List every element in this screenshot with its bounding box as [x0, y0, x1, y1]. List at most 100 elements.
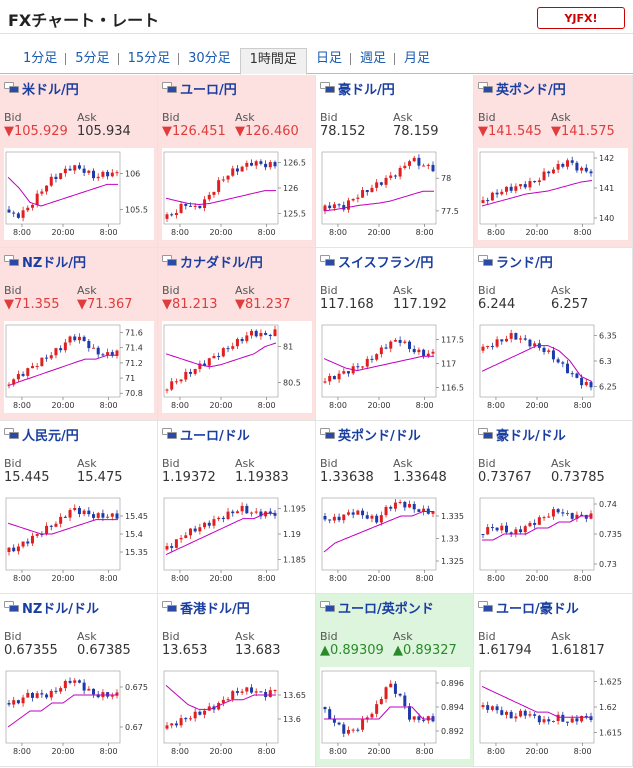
candle-body — [537, 517, 541, 525]
pair-cell[interactable]: 豪ドル/円 Bid Ask 78.152 78.159 78 77.5 8:00 20:00 8:… — [316, 75, 474, 248]
rate-chart[interactable]: 78 77.5 8:00 20:00 8:00 — [320, 148, 470, 240]
chart-background — [320, 148, 470, 240]
rate-chart[interactable]: 81 80.5 8:00 20:00 8:00 — [162, 321, 312, 413]
candle-body — [193, 528, 197, 532]
candle-body — [12, 700, 16, 705]
ask-value: ▼81.237 — [235, 297, 291, 312]
candle-body — [165, 214, 169, 219]
candle-body — [346, 371, 350, 374]
x-tick-label: 20:00 — [367, 228, 390, 237]
rate-chart[interactable]: 142 141 140 8:00 20:00 8:00 — [478, 148, 628, 240]
candle-body — [356, 729, 360, 731]
candle-body — [203, 363, 207, 366]
rate-chart[interactable]: 13.65 13.6 8:00 20:00 8:00 — [162, 667, 312, 759]
candle-body — [268, 162, 272, 168]
pair-name: 豪ドル/ドル — [496, 428, 566, 444]
rate-chart[interactable]: 117.5 117 116.5 8:00 20:00 8:00 — [320, 321, 470, 413]
bid-value: ▼81.213 — [162, 297, 218, 312]
candle-body — [49, 525, 53, 527]
tab-1min[interactable]: 1分足 — [14, 48, 67, 74]
candle-body — [21, 541, 25, 547]
pair-name-link[interactable]: 豪ドル/円 — [320, 79, 469, 98]
bid-label: Bid — [478, 457, 496, 470]
pair-name-link[interactable]: ユーロ/円 — [162, 79, 311, 98]
candle-body — [514, 186, 518, 191]
pair-cell[interactable]: ユーロ/円 Bid Ask ▼126.451 ▼126.460 126.5 126 125.5… — [158, 75, 316, 248]
rate-chart[interactable]: 0.74 0.735 0.73 8:00 20:00 8:00 — [478, 494, 628, 586]
yjfx-logo[interactable]: YJFX! — [537, 7, 625, 29]
candle-body — [500, 339, 504, 342]
tab-daily[interactable]: 日足 — [307, 48, 351, 74]
pair-cell[interactable]: スイスフラン/円 Bid Ask 117.168 117.192 117.5 117 116.… — [316, 248, 474, 421]
candle-body — [40, 357, 44, 367]
x-tick-label: 8:00 — [329, 747, 347, 756]
pair-cell[interactable]: ユーロ/英ポンド Bid Ask ▲0.89309 ▲0.89327 0.896 0.894… — [316, 594, 474, 767]
pair-name-link[interactable]: 香港ドル/円 — [162, 598, 311, 617]
bid-ask-labels: Bid Ask — [162, 457, 311, 470]
candle-body — [551, 350, 555, 360]
tab-1hour[interactable]: 1時間足 — [239, 48, 307, 75]
y-tick-label: 71.4 — [125, 344, 143, 353]
pair-name-link[interactable]: 豪ドル/ドル — [478, 425, 628, 444]
pair-name-link[interactable]: カナダドル/円 — [162, 252, 311, 271]
rate-chart[interactable]: 0.675 0.67 8:00 20:00 8:00 — [4, 667, 154, 759]
rate-chart[interactable]: 1.625 1.62 1.615 8:00 20:00 8:00 — [478, 667, 628, 759]
rate-chart[interactable]: 71.6 71.4 71.2 71 70.8 8:00 20:00 8:00 — [4, 321, 154, 413]
rate-chart[interactable]: 15.45 15.4 15.35 8:00 20:00 8:00 — [4, 494, 154, 586]
ask-label: Ask — [77, 457, 97, 470]
pair-cell[interactable]: 米ドル/円 Bid Ask ▼105.929 105.934 106 105.5 8:00 20… — [0, 75, 158, 248]
candle-body — [542, 347, 546, 352]
pair-cell[interactable]: 英ポンド/円 Bid Ask ▼141.545 ▼141.575 142 141 140 8:0… — [474, 75, 633, 248]
pair-cell[interactable]: NZドル/ドル Bid Ask 0.67355 0.67385 0.675 0.67 8:00… — [0, 594, 158, 767]
candle-body — [490, 192, 494, 201]
rate-chart[interactable]: 106 105.5 8:00 20:00 8:00 — [4, 148, 154, 240]
pair-cell[interactable]: ユーロ/豪ドル Bid Ask 1.61794 1.61817 1.625 1.62 1.61… — [474, 594, 633, 767]
pair-name-link[interactable]: 人民元/円 — [4, 425, 153, 444]
bid-ask-labels: Bid Ask — [320, 457, 469, 470]
tab-5min[interactable]: 5分足 — [66, 48, 119, 74]
ask-label: Ask — [551, 630, 571, 643]
pair-cell[interactable]: カナダドル/円 Bid Ask ▼81.213 ▼81.237 81 80.5 8:00 20:… — [158, 248, 316, 421]
candle-body — [561, 714, 565, 722]
rate-chart[interactable]: 0.896 0.894 0.892 8:00 20:00 8:00 — [320, 667, 470, 759]
candle-body — [212, 356, 216, 359]
pair-cell[interactable]: 香港ドル/円 Bid Ask 13.653 13.683 13.65 13.6 8:00 20:… — [158, 594, 316, 767]
candle-body — [63, 516, 67, 518]
pair-name-link[interactable]: ユーロ/豪ドル — [478, 598, 628, 617]
pair-cell[interactable]: ユーロ/ドル Bid Ask 1.19372 1.19383 1.195 1.19 1.185… — [158, 421, 316, 594]
tab-monthly[interactable]: 月足 — [403, 51, 430, 66]
tab-30min[interactable]: 30分足 — [188, 51, 231, 66]
pair-cell[interactable]: 豪ドル/ドル Bid Ask 0.73767 0.73785 0.74 0.735 0.73 8… — [474, 421, 633, 594]
rate-chart[interactable]: 126.5 126 125.5 8:00 20:00 8:00 — [162, 148, 312, 240]
pair-name-link[interactable]: NZドル/ドル — [4, 598, 153, 617]
candle-body — [556, 164, 560, 170]
pair-cell[interactable]: ランド/円 Bid Ask 6.244 6.257 6.35 6.3 6.25 8:00 20:0… — [474, 248, 633, 421]
pair-cell[interactable]: 英ポンド/ドル Bid Ask 1.33638 1.33648 1.335 1.33 1.32… — [316, 421, 474, 594]
candle-body — [370, 358, 374, 360]
x-tick-label: 8:00 — [416, 228, 434, 237]
candle-body — [106, 692, 110, 697]
pair-name-link[interactable]: ランド/円 — [478, 252, 628, 271]
pair-name-link[interactable]: ユーロ/英ポンド — [320, 598, 469, 617]
pair-name-link[interactable]: スイスフラン/円 — [320, 252, 469, 271]
pair-name-link[interactable]: 英ポンド/円 — [478, 79, 628, 98]
rate-chart[interactable]: 1.195 1.19 1.185 8:00 20:00 8:00 — [162, 494, 312, 586]
candle-body — [35, 193, 39, 205]
bid-ask-values: 117.168 117.192 — [320, 297, 469, 313]
rate-chart[interactable]: 1.335 1.33 1.325 8:00 20:00 8:00 — [320, 494, 470, 586]
candle-body — [231, 691, 235, 700]
pair-name-link[interactable]: 英ポンド/ドル — [320, 425, 469, 444]
candle-body — [509, 333, 513, 339]
pair-cell[interactable]: NZドル/円 Bid Ask ▼71.355 ▼71.367 71.6 71.4 71.2 71… — [0, 248, 158, 421]
tab-15min[interactable]: 15分足 — [119, 48, 180, 74]
candle-body — [245, 335, 249, 342]
candle-body — [254, 511, 258, 513]
pair-name-link[interactable]: NZドル/円 — [4, 252, 153, 271]
pair-name-link[interactable]: ユーロ/ドル — [162, 425, 311, 444]
pair-name-link[interactable]: 米ドル/円 — [4, 79, 153, 98]
y-tick-label: 117.5 — [441, 335, 464, 344]
pair-cell[interactable]: 人民元/円 Bid Ask 15.445 15.475 15.45 15.4 15.35 8:0… — [0, 421, 158, 594]
tab-weekly[interactable]: 週足 — [351, 48, 395, 74]
candle-body — [77, 165, 81, 169]
rate-chart[interactable]: 6.35 6.3 6.25 8:00 20:00 8:00 — [478, 321, 628, 413]
